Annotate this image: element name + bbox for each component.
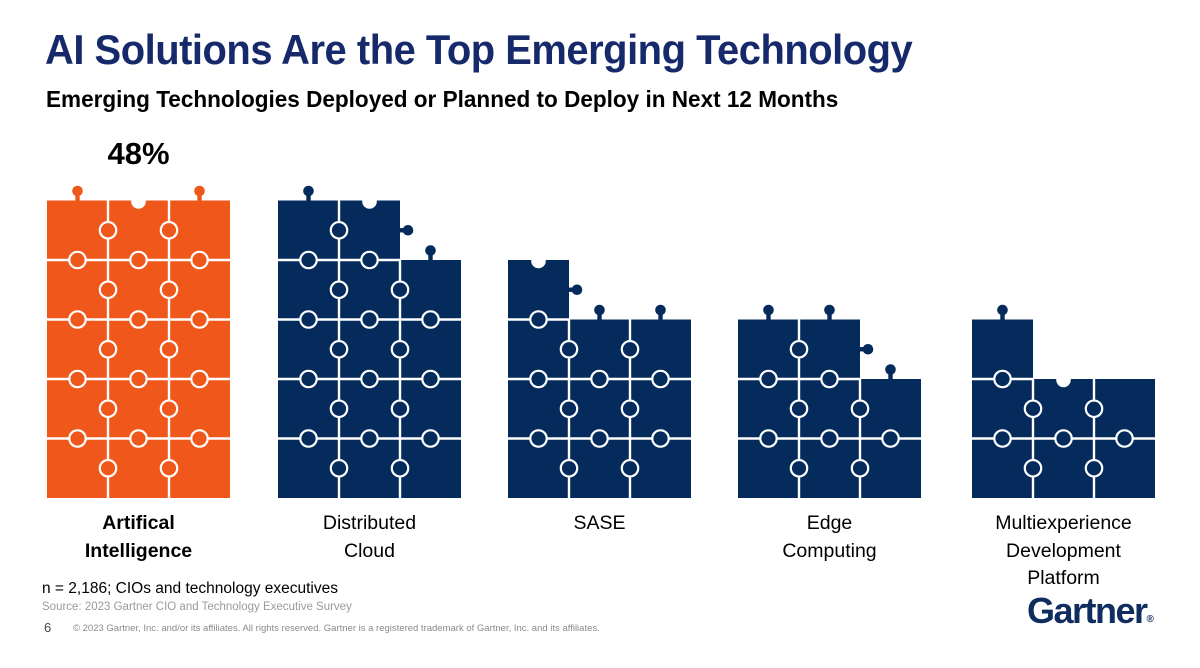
puzzle-bar-artifical-intelligence (47, 185, 230, 498)
puzzle-bar-sase (508, 253, 691, 498)
source-line: Source: 2023 Gartner CIO and Technology … (42, 601, 352, 613)
column-label-multiexperience-development-platform: Multiexperience Development Platform (995, 512, 1132, 590)
puzzle-bar-edge-computing (738, 304, 921, 498)
column-label-artifical-intelligence: Artifical Intelligence (84, 512, 193, 562)
puzzle-bar-distributed-cloud (278, 185, 461, 498)
value-label-artifical-intelligence: 48% (107, 136, 170, 171)
registered-mark-icon: ® (1146, 614, 1154, 625)
slide-title: AI Solutions Are the Top Emerging Techno… (45, 26, 913, 73)
column-label-sase: SASE (573, 512, 626, 534)
puzzle-bar-multiexperience-development-platform (972, 304, 1155, 498)
column-label-edge-computing: Edge Computing (782, 512, 877, 562)
sample-note: n = 2,186; CIOs and technology executive… (42, 580, 338, 597)
gartner-wordmark: Gartner (1027, 590, 1148, 631)
gartner-logo: Gartner® (1027, 590, 1154, 632)
column-label-distributed-cloud: Distributed Cloud (322, 512, 417, 562)
puzzle-bar-chart: 48% Artifical Intelligence Distributed Clo… (47, 136, 1167, 610)
copyright-line: © 2023 Gartner, Inc. and/or its affiliat… (73, 623, 600, 634)
page-number: 6 (44, 620, 52, 635)
slide-subtitle: Emerging Technologies Deployed or Planne… (46, 86, 839, 112)
